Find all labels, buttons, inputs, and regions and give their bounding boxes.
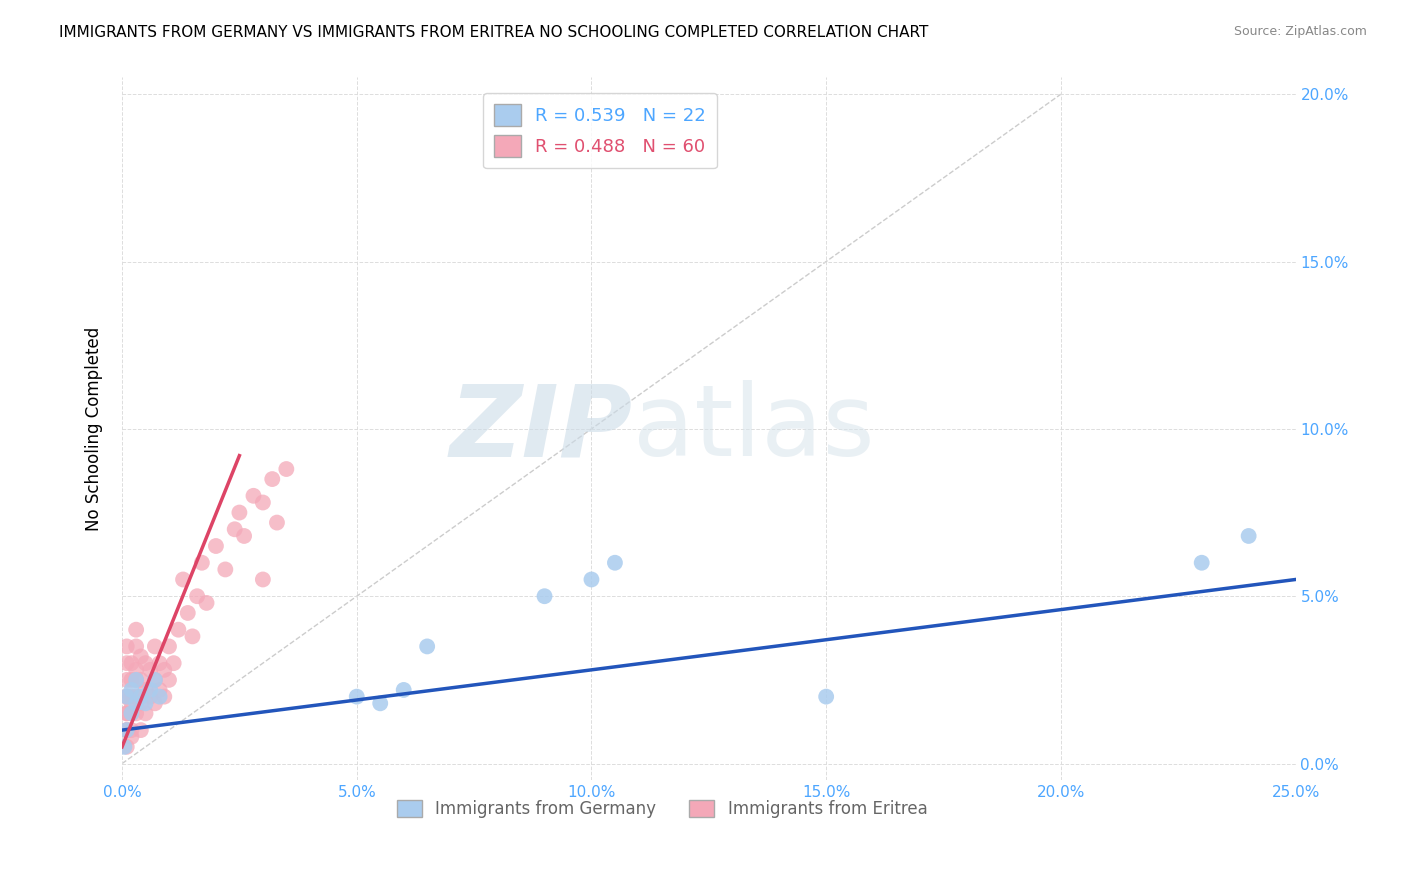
Point bbox=[157, 640, 180, 654]
Text: IMMIGRANTS FROM GERMANY VS IMMIGRANTS FROM ERITREA NO SCHOOLING COMPLETED CORREL: IMMIGRANTS FROM GERMANY VS IMMIGRANTS FR… bbox=[59, 25, 928, 40]
Point bbox=[416, 640, 439, 654]
Point bbox=[1191, 556, 1213, 570]
Point bbox=[120, 706, 142, 721]
Point bbox=[195, 596, 218, 610]
Point bbox=[163, 656, 186, 670]
Point bbox=[143, 673, 166, 687]
Point bbox=[129, 696, 152, 710]
Point bbox=[125, 673, 148, 687]
Point bbox=[125, 673, 148, 687]
Point bbox=[120, 730, 142, 744]
Point bbox=[181, 629, 204, 643]
Point bbox=[120, 690, 142, 704]
Point bbox=[1237, 529, 1260, 543]
Point bbox=[581, 573, 603, 587]
Point bbox=[125, 690, 148, 704]
Point bbox=[224, 522, 246, 536]
Point bbox=[115, 723, 138, 737]
Point bbox=[134, 706, 156, 721]
Point bbox=[125, 623, 148, 637]
Point bbox=[120, 682, 142, 697]
Point bbox=[186, 589, 208, 603]
Point bbox=[262, 472, 284, 486]
Point bbox=[149, 682, 172, 697]
Point bbox=[167, 623, 190, 637]
Point bbox=[115, 723, 138, 737]
Point bbox=[153, 663, 176, 677]
Point bbox=[115, 690, 138, 704]
Point bbox=[205, 539, 228, 553]
Point bbox=[134, 656, 156, 670]
Point bbox=[115, 673, 138, 687]
Point bbox=[115, 723, 138, 737]
Point bbox=[191, 556, 214, 570]
Point bbox=[112, 739, 135, 754]
Point bbox=[139, 682, 162, 697]
Point bbox=[346, 690, 368, 704]
Point bbox=[120, 696, 142, 710]
Point bbox=[172, 573, 194, 587]
Point bbox=[120, 673, 142, 687]
Point bbox=[252, 495, 274, 509]
Point bbox=[125, 663, 148, 677]
Point bbox=[129, 649, 152, 664]
Text: Source: ZipAtlas.com: Source: ZipAtlas.com bbox=[1233, 25, 1367, 38]
Point bbox=[134, 682, 156, 697]
Point bbox=[139, 663, 162, 677]
Point bbox=[392, 682, 415, 697]
Point bbox=[266, 516, 288, 530]
Point bbox=[177, 606, 200, 620]
Text: atlas: atlas bbox=[633, 380, 875, 477]
Point bbox=[143, 673, 166, 687]
Text: ZIP: ZIP bbox=[450, 380, 633, 477]
Point bbox=[134, 696, 156, 710]
Point bbox=[157, 673, 180, 687]
Point bbox=[120, 723, 142, 737]
Point bbox=[149, 656, 172, 670]
Point bbox=[228, 506, 250, 520]
Point bbox=[129, 673, 152, 687]
Point bbox=[129, 690, 152, 704]
Legend: Immigrants from Germany, Immigrants from Eritrea: Immigrants from Germany, Immigrants from… bbox=[389, 793, 934, 825]
Point bbox=[149, 690, 172, 704]
Point bbox=[115, 640, 138, 654]
Point bbox=[368, 696, 391, 710]
Point bbox=[214, 562, 236, 576]
Point bbox=[125, 696, 148, 710]
Point bbox=[252, 573, 274, 587]
Y-axis label: No Schooling Completed: No Schooling Completed bbox=[86, 326, 103, 531]
Point bbox=[115, 706, 138, 721]
Point bbox=[533, 589, 555, 603]
Point bbox=[603, 556, 626, 570]
Point bbox=[115, 690, 138, 704]
Point bbox=[143, 640, 166, 654]
Point bbox=[125, 640, 148, 654]
Point bbox=[233, 529, 256, 543]
Point bbox=[120, 656, 142, 670]
Point bbox=[129, 723, 152, 737]
Point bbox=[143, 696, 166, 710]
Point bbox=[120, 706, 142, 721]
Point bbox=[139, 690, 162, 704]
Point bbox=[115, 739, 138, 754]
Point bbox=[115, 690, 138, 704]
Point bbox=[242, 489, 264, 503]
Point bbox=[115, 706, 138, 721]
Point bbox=[153, 690, 176, 704]
Point bbox=[276, 462, 298, 476]
Point bbox=[815, 690, 838, 704]
Point bbox=[125, 706, 148, 721]
Point bbox=[115, 656, 138, 670]
